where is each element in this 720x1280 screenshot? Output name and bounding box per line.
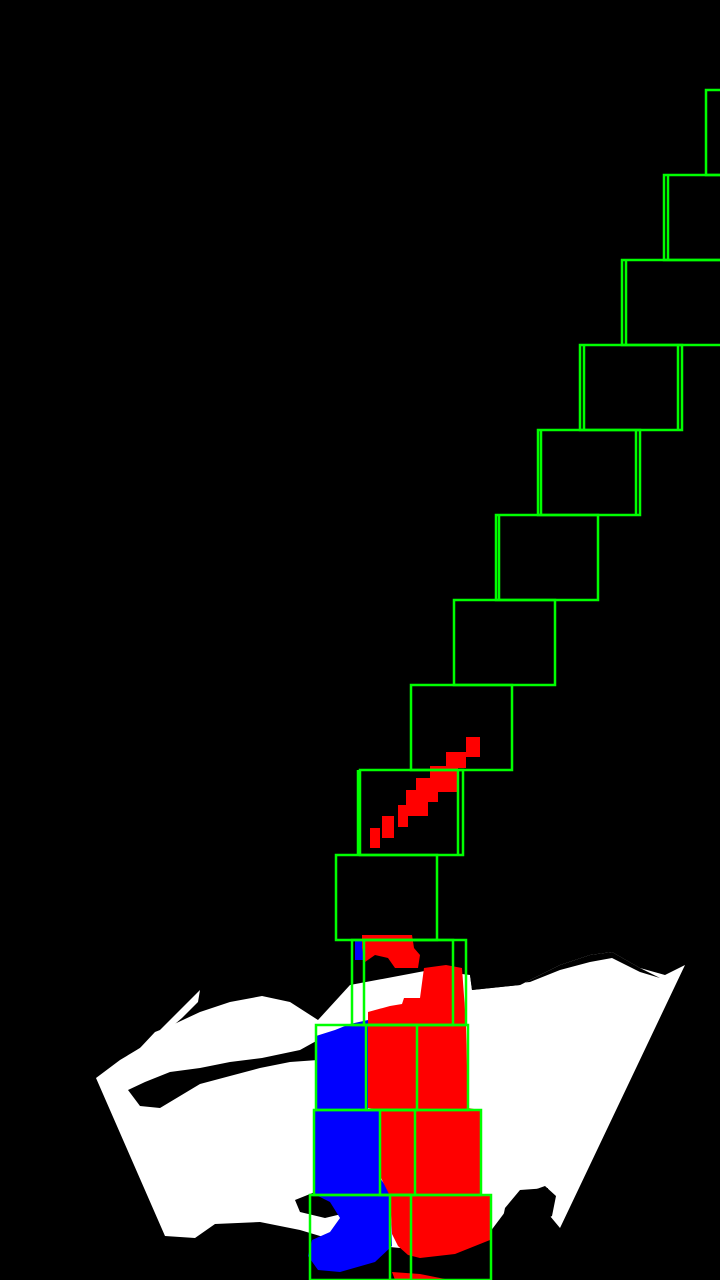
right-lane-tail (392, 1272, 450, 1280)
road-mask-hole-right (490, 1186, 556, 1242)
road-mask-notch-right (470, 952, 660, 990)
right-lane-block-main (368, 965, 490, 1258)
left-window-4 (308, 1193, 413, 1280)
right-lane-streak-1 (466, 737, 480, 757)
right-window-3 (620, 258, 720, 347)
road-mask-speckle-b (110, 1040, 150, 1076)
road-mask-notch-left (128, 1040, 318, 1108)
search-windows (308, 88, 720, 1280)
right-window-5 (536, 428, 642, 517)
right-window-2 (662, 173, 720, 262)
right-window-10 (334, 853, 439, 942)
right-lane-streak-2 (446, 752, 466, 768)
left-lane-pixel-block-top (355, 940, 365, 960)
right-window-4 (578, 343, 684, 432)
right-lane-streak-7 (382, 816, 394, 838)
right-window-7 (452, 598, 557, 687)
right-lane-block-upper (362, 935, 420, 968)
left-lane-pixel-block-main (308, 1020, 392, 1272)
right-lane-streak-6 (398, 805, 408, 827)
right-window-14 (388, 1193, 493, 1280)
right-window-6 (494, 513, 600, 602)
right-window-1 (704, 88, 720, 177)
right-lane-streak-5 (406, 790, 428, 816)
right-lane-streak-8 (370, 828, 380, 848)
left-lane-pixels (308, 940, 392, 1272)
road-mask-speckle-a (160, 990, 200, 1030)
